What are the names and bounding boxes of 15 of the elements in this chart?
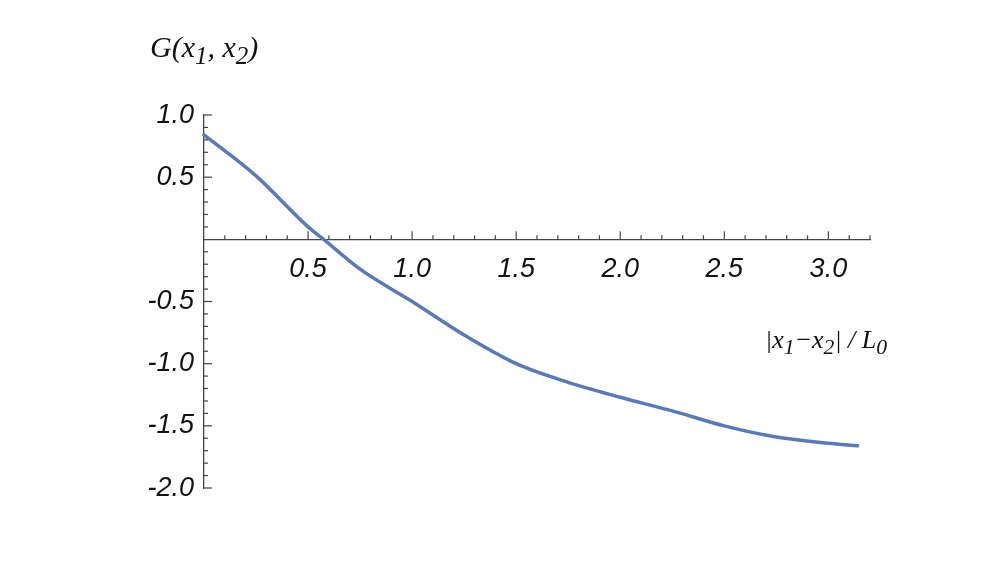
x-tick-label: 0.5 <box>289 253 328 284</box>
x-tick-label: 2.5 <box>704 253 745 284</box>
x-axis-title: |x$_{1}$−x$_{2}$| / L$_{0}$ <box>765 325 888 361</box>
y-tick-label: -2.0 <box>147 471 194 502</box>
x-tick-label: 1.0 <box>393 253 431 284</box>
y-tick-label: 0.5 <box>156 160 195 191</box>
x-tick-label: 2.0 <box>600 253 640 284</box>
x-tick-label: 1.5 <box>497 253 536 284</box>
y-axis-title: G(x$_{1}$, x$_{2}$) <box>150 30 259 70</box>
line-series <box>202 133 860 448</box>
y-tick-label: 1.0 <box>156 98 194 129</box>
y-tick-label: -1.5 <box>147 409 195 440</box>
y-tick-label: -1.0 <box>147 347 194 378</box>
x-tick-label: 3.0 <box>809 253 848 284</box>
y-tick-label: -0.5 <box>147 285 195 316</box>
